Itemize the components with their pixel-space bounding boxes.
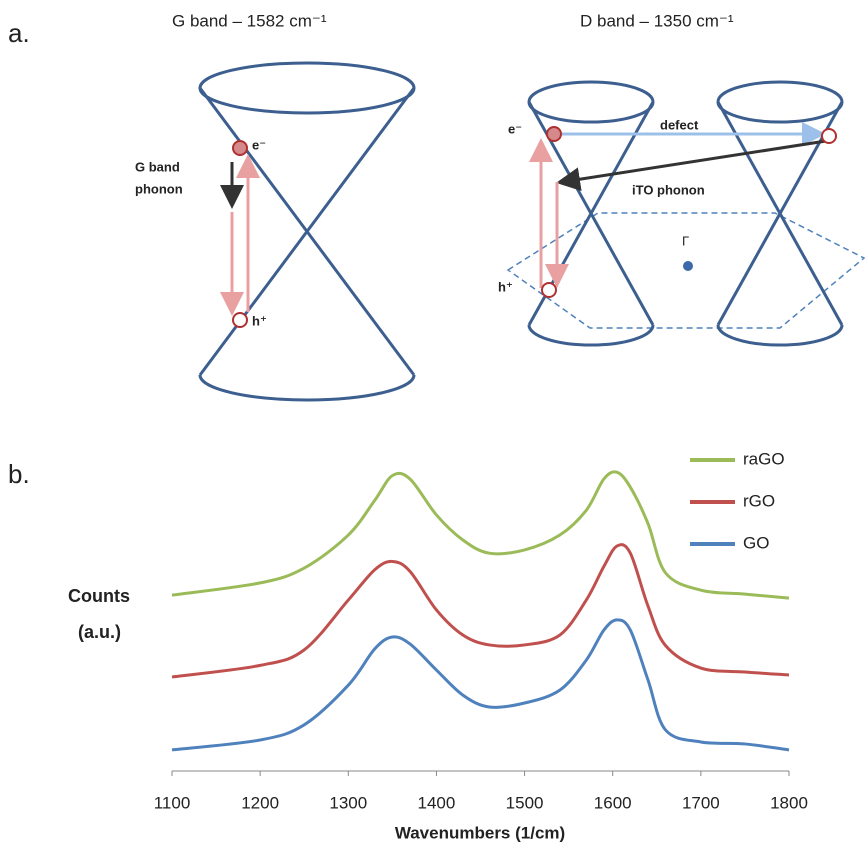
electron-label: e⁻ [252,137,266,152]
x-tick-label: 1700 [682,793,720,812]
x-tick-label: 1800 [770,793,808,812]
y-axis-label: Counts [68,586,130,606]
phonon-label: phonon [135,181,183,196]
phonon-label: G band [135,159,180,174]
d-band-diagram: D band – 1350 cm⁻¹ Γ e⁻ defect iTO phono… [498,11,866,347]
x-tick-label: 1400 [418,793,456,812]
panel-label: a. [8,18,30,48]
hole-label: h⁺ [498,279,513,294]
x-tick-label: 1500 [506,793,544,812]
electron-label: e⁻ [508,121,522,136]
d-band-title: D band – 1350 cm⁻¹ [580,11,734,30]
legend-label: raGO [743,449,785,468]
legend-label: rGO [743,491,775,510]
spectra-chart: b. Counts (a.u.) Wavenumbers (1/cm) 1100… [8,449,808,842]
panel-label: b. [8,459,30,489]
x-axis-label: Wavenumbers (1/cm) [395,823,565,842]
spectrum-line [171,470,790,600]
phonon-label: iTO phonon [632,182,705,197]
g-band-diagram: G band – 1582 cm⁻¹ e⁻ G band phonon h⁺ [135,11,416,402]
g-band-title: G band – 1582 cm⁻¹ [172,11,327,30]
hole-label: h⁺ [252,313,267,328]
spectrum-line [171,618,790,752]
spectrum-line [171,543,790,679]
legend-label: GO [743,533,769,552]
x-tick-label: 1100 [154,793,191,812]
defect-label: defect [660,117,699,132]
x-tick-label: 1300 [329,793,367,812]
gamma-label: Γ [682,233,689,248]
x-tick-label: 1600 [594,793,632,812]
x-tick-label: 1200 [241,793,279,812]
y-axis-label: (a.u.) [78,622,121,642]
